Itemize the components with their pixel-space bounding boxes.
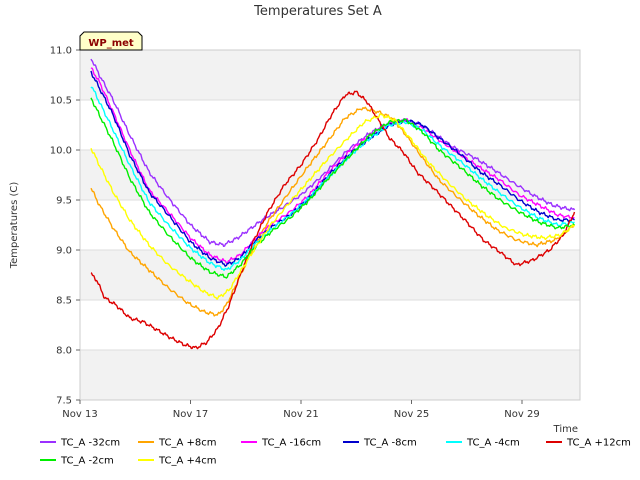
badge-box bbox=[79, 31, 143, 51]
legend-entry: TC_A -8cm bbox=[363, 438, 417, 449]
y-tick-label: 7.5 bbox=[56, 396, 72, 407]
y-tick-label: 10.5 bbox=[50, 96, 72, 107]
legend: TC_A -32cm TC_A +8cm TC_A -16cm TC_A -8cm TC… bbox=[40, 438, 631, 467]
x-tick-label: Nov 29 bbox=[504, 409, 539, 420]
chart-title: Temperatures Set A bbox=[253, 4, 382, 19]
series-line bbox=[90, 90, 576, 350]
legend-entry: TC_A +4cm bbox=[158, 456, 217, 467]
x-tick-label: Nov 17 bbox=[173, 409, 208, 420]
plot-band bbox=[80, 300, 580, 350]
x-tick-label: Nov 13 bbox=[62, 409, 97, 420]
y-axis-label: Temperatures (C) bbox=[9, 182, 20, 270]
plot-area bbox=[79, 49, 581, 401]
plot-background-bands bbox=[80, 50, 580, 400]
legend-entry: TC_A -32cm bbox=[60, 438, 120, 449]
y-axis-ticks: 7.5 8.0 8.5 9.0 9.5 10.0 10.5 11.0 bbox=[50, 46, 80, 407]
y-tick-label: 8.5 bbox=[56, 296, 72, 307]
plot-band bbox=[80, 50, 580, 100]
series-line bbox=[90, 113, 576, 300]
legend-entry: TC_A -2cm bbox=[60, 456, 114, 467]
y-tick-label: 8.0 bbox=[56, 346, 72, 357]
badge-label: WP_met bbox=[88, 38, 134, 49]
legend-entry: TC_A -4cm bbox=[466, 438, 520, 449]
y-tick-label: 10.0 bbox=[50, 146, 72, 157]
badge: WP_met bbox=[79, 31, 143, 51]
series-layer bbox=[90, 58, 576, 350]
x-axis-ticks: Nov 13 Nov 17 Nov 21 Nov 25 Nov 29 bbox=[62, 400, 540, 420]
legend-entry: TC_A -16cm bbox=[261, 438, 321, 449]
legend-entry: TC_A +12cm bbox=[566, 438, 631, 449]
legend-entry: TC_A +8cm bbox=[158, 438, 217, 449]
y-tick-label: 9.5 bbox=[56, 196, 72, 207]
x-axis-label: Time bbox=[553, 424, 578, 435]
series-line bbox=[90, 97, 575, 279]
series-line bbox=[90, 58, 576, 248]
x-tick-label: Nov 25 bbox=[394, 409, 429, 420]
x-tick-label: Nov 21 bbox=[283, 409, 318, 420]
y-tick-label: 11.0 bbox=[50, 46, 72, 57]
series-line bbox=[90, 67, 575, 264]
plot-band bbox=[80, 250, 580, 300]
plot-band bbox=[80, 100, 580, 150]
plot-band bbox=[80, 350, 580, 400]
y-tick-label: 9.0 bbox=[56, 246, 72, 257]
series-line bbox=[90, 106, 576, 317]
